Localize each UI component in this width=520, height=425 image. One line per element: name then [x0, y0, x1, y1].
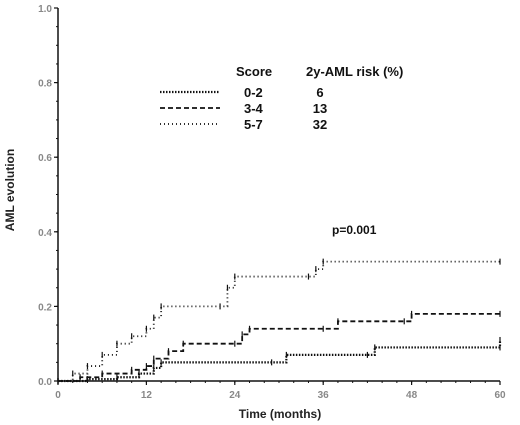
y-axis-label: AML evolution [3, 149, 17, 231]
legend-risk-0-2: 6 [316, 85, 323, 100]
legend-score-3-4: 3-4 [244, 101, 264, 116]
legend-risk-3-4: 13 [313, 101, 327, 116]
legend-header-score: Score [236, 64, 272, 79]
series-line-0-2 [58, 339, 502, 383]
y-tick-label: 1.0 [38, 4, 52, 15]
x-tick-label: 12 [141, 390, 153, 401]
legend-score-5-7: 5-7 [244, 117, 263, 132]
x-tick-label: 36 [318, 390, 330, 401]
series-3-4 [57, 310, 501, 384]
y-tick-label: 0.6 [38, 153, 52, 164]
x-axis-label: Time (months) [239, 407, 321, 421]
legend-risk-5-7: 32 [313, 117, 327, 132]
series-0-2 [57, 336, 502, 384]
series-line-5-7 [58, 260, 500, 382]
legend: Score 2y-AML risk (%) 0-2 6 3-4 13 5-7 32 [160, 64, 403, 132]
legend-header-risk: 2y-AML risk (%) [306, 64, 403, 79]
series-5-7 [57, 258, 501, 384]
axes: 0.0 0.2 0.4 0.6 0.8 1.0 0 12 24 36 48 60 [38, 4, 506, 401]
y-tick-label: 0.4 [38, 228, 52, 239]
x-tick-label: 48 [406, 390, 418, 401]
y-tick-label: 0.0 [38, 377, 52, 388]
x-tick-label: 0 [55, 390, 61, 401]
x-tick-label: 60 [494, 390, 506, 401]
p-value-annotation: p=0.001 [332, 223, 377, 237]
y-tick-label: 0.2 [38, 302, 52, 313]
y-tick-label: 0.8 [38, 79, 52, 90]
x-tick-label: 24 [229, 390, 241, 401]
series-layer [57, 258, 502, 384]
legend-score-0-2: 0-2 [244, 85, 263, 100]
